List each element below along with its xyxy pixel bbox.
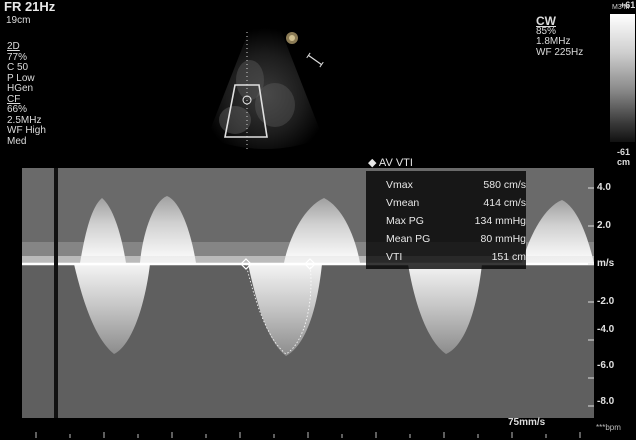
scale-label-0: 4.0 — [597, 182, 611, 193]
meas-value-mean-pg: 80 mmHg — [480, 233, 526, 245]
mode-2d-label: 2D — [7, 41, 20, 52]
depth-label: 19cm — [6, 15, 31, 26]
param-cf-0: 66% — [7, 104, 28, 115]
meas-value-max-pg: 134 mmHg — [474, 215, 526, 227]
cw-line-0: 85% — [536, 25, 557, 37]
sweep-speed-label: 75mm/s — [508, 417, 546, 428]
meas-value-vmean: 414 cm/s — [483, 197, 526, 209]
cw-params: CW 85% 1.8MHz WF 225Hz — [536, 14, 584, 58]
cw-title: CW — [536, 14, 556, 28]
echo-2d-thumbnail — [207, 28, 324, 152]
mode-cf-label: CF — [7, 93, 21, 105]
scale-label-5: -6.0 — [597, 360, 615, 371]
param-cf-3: Med — [7, 135, 27, 147]
param-cf-2: WF High — [7, 125, 46, 136]
meas-label-max-pg: Max PG — [386, 215, 424, 227]
heart-rate-label: ***bpm — [596, 423, 621, 432]
meas-value-vmax: 580 cm/s — [483, 179, 526, 191]
param-2d-1: C 50 — [7, 62, 29, 73]
meas-label-vti: VTI — [386, 251, 403, 263]
cw-line-1: 1.8MHz — [536, 36, 571, 47]
measurement-title-text: AV VTI — [378, 157, 413, 169]
left-params: 2D 77% C 50 P Low HGen CF 66% 2.5MHz WF … — [7, 41, 46, 147]
greyscale-bar — [610, 14, 635, 142]
frame-rate-label: FR 21Hz — [4, 0, 56, 14]
scale-label-4: -4.0 — [597, 324, 615, 335]
measurement-title: ◆ AV VTI — [368, 158, 413, 169]
param-2d-3: HGen — [7, 83, 34, 94]
scale-label-6: -8.0 — [597, 396, 615, 407]
mi-label: M3 M — [612, 4, 630, 11]
greyscale-bottom-value: -61 — [617, 147, 631, 157]
meas-label-mean-pg: Mean PG — [386, 233, 431, 245]
param-2d-0: 77% — [7, 51, 28, 63]
measurement-panel: Vmax 580 cm/s Vmean 414 cm/s Max PG 134 … — [366, 171, 526, 269]
scale-label-baseline: m/s — [597, 258, 615, 269]
diamond-icon: ◆ — [368, 157, 377, 169]
cw-line-2: WF 225Hz — [536, 46, 584, 58]
time-axis-ticks — [35, 432, 581, 438]
greyscale-top-value: +61 — [620, 0, 636, 10]
meas-label-vmean: Vmean — [386, 197, 420, 209]
meas-value-vti: 151 cm — [491, 251, 526, 263]
meas-label-vmax: Vmax — [386, 179, 413, 191]
param-cf-1: 2.5MHz — [7, 114, 42, 126]
scale-label-3: -2.0 — [597, 296, 615, 307]
param-2d-2: P Low — [7, 72, 35, 84]
scale-label-1: 2.0 — [597, 220, 611, 231]
greyscale-bottom-unit: cm — [617, 157, 631, 167]
greyscale-bottom: -61 cm — [617, 147, 630, 167]
